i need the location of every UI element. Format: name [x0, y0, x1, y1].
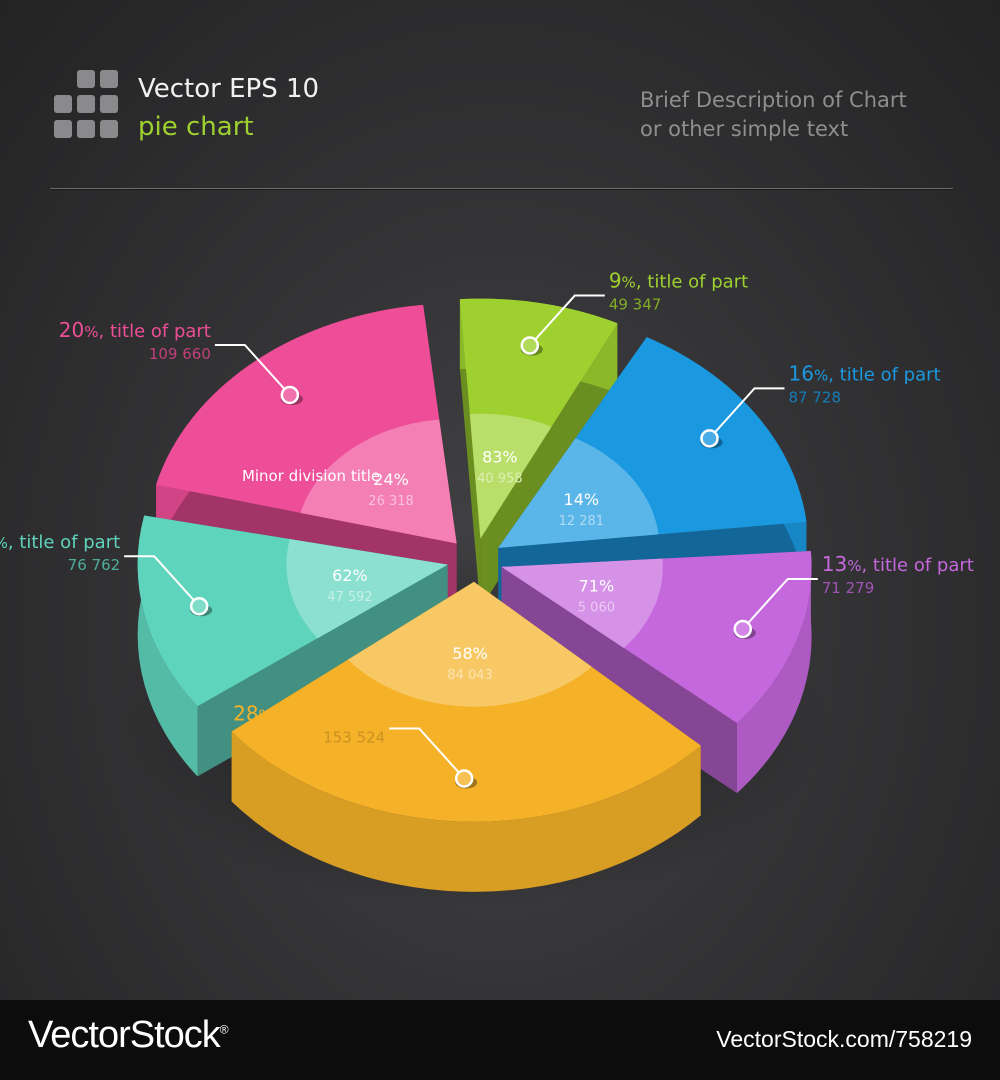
- callout-dot-icon: [520, 336, 540, 355]
- slice-4-value: 153 524: [323, 728, 385, 746]
- slice-3-label: 13%, title of part: [822, 552, 974, 576]
- inner-division-title: Minor division title: [242, 467, 380, 485]
- inner-value-label: 5 060: [578, 600, 615, 615]
- callout-dot-icon: [189, 596, 209, 616]
- inner-percent-label: 24%: [373, 470, 409, 489]
- inner-value-label: 26 318: [368, 494, 414, 509]
- slice-2-value: 87 728: [789, 388, 842, 406]
- brand-logo: VectorStock®: [28, 1014, 229, 1056]
- inner-percent-label: 83%: [482, 448, 518, 467]
- inner-value-label: 84 043: [447, 668, 493, 683]
- slice-6-label: 20%, title of part: [59, 318, 211, 342]
- inner-percent-label: 14%: [564, 490, 600, 509]
- callout-dot-icon: [454, 769, 474, 788]
- header-divider: [50, 188, 953, 189]
- slice-4-label: 28%, title of part: [233, 701, 385, 725]
- pie-slice-6: 24% 26 318 Minor division title: [156, 304, 457, 614]
- grid-logo-icon: [48, 70, 118, 140]
- inner-value-label: 12 281: [559, 514, 605, 529]
- callout-dot-icon: [700, 429, 719, 448]
- callout-dot-icon: [733, 619, 753, 639]
- header-subtitle: pie chart: [138, 112, 254, 142]
- header-description-line-1: Brief Description of Chart: [640, 88, 907, 112]
- slice-1-value: 49 347: [609, 296, 662, 314]
- header-title: Vector EPS 10: [138, 74, 320, 104]
- inner-value-label: 47 592: [327, 590, 373, 605]
- pie-chart: 83% 40 958 24% 26 318 Minor division title 14…: [0, 269, 974, 910]
- footer-bar: VectorStock® VectorStock.com/758219: [0, 1000, 1000, 1080]
- chart-stage: Vector EPS 10 pie chart Brief Descriptio…: [0, 0, 1000, 1000]
- header-description-line-2: or other simple text: [640, 117, 849, 141]
- callout-dot-icon: [280, 385, 300, 405]
- slice-1-label: 9%, title of part: [609, 269, 748, 293]
- pie-slice-4: 58% 84 043: [231, 581, 701, 892]
- slice-6-value: 109 660: [149, 345, 211, 363]
- slice-5-value: 76 762: [68, 556, 121, 574]
- inner-percent-label: 58%: [452, 644, 488, 663]
- slice-3-value: 71 279: [822, 579, 875, 597]
- slice-5-label: 14%, title of part: [0, 529, 120, 553]
- inner-percent-label: 62%: [332, 566, 368, 585]
- inner-value-label: 40 958: [477, 472, 523, 487]
- inner-percent-label: 71%: [579, 576, 615, 595]
- stock-id: VectorStock.com/758219: [716, 1026, 972, 1052]
- slice-2-label: 16%, title of part: [789, 361, 941, 385]
